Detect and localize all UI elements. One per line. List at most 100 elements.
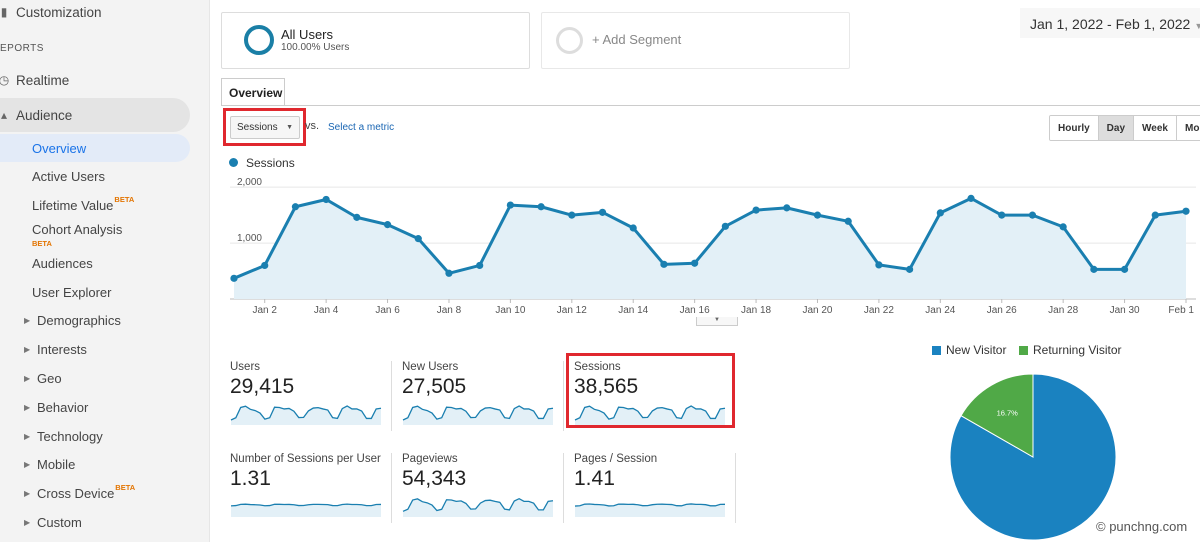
legend-swatch-new	[932, 345, 941, 355]
pie-legend-returning-visitor: Returning Visitor	[1019, 343, 1122, 357]
sidebar-item-technology[interactable]: ▶ Technology	[24, 428, 103, 444]
sidebar-item-active-users[interactable]: Active Users	[32, 168, 105, 184]
scorecard-label: New Users	[402, 361, 459, 373]
scorecard-users[interactable]: Users 29,415	[230, 361, 390, 431]
scorecard-new-users[interactable]: New Users 27,505	[402, 361, 562, 431]
sidebar-item-interests[interactable]: ▶ Interests	[24, 341, 87, 357]
metric-dropdown-value: Sessions	[237, 122, 278, 133]
data-point[interactable]	[1028, 211, 1037, 219]
sparkline	[230, 503, 382, 517]
scorecard-pages-per-session[interactable]: Pages / Session 1.41	[574, 453, 734, 523]
data-point[interactable]	[383, 221, 392, 229]
data-point[interactable]	[691, 259, 699, 267]
add-segment-label: + Add Segment	[592, 32, 682, 47]
segment-title: All Users	[281, 27, 334, 42]
sidebar-item-user-explorer[interactable]: User Explorer	[32, 284, 112, 300]
data-point[interactable]	[721, 222, 729, 230]
data-point[interactable]	[844, 217, 852, 225]
beta-badge: BETA	[115, 482, 136, 492]
data-point[interactable]	[1120, 265, 1129, 273]
x-tick-label: Feb 1	[1168, 305, 1194, 316]
expand-arrow-icon: ▶	[24, 344, 31, 354]
tab-overview[interactable]: Overview	[221, 78, 285, 106]
select-metric-link[interactable]: Select a metric	[328, 122, 395, 133]
sessions-line-chart: 2,000 1,000 Jan 2 Jan 4 Jan 6 Jan 8 Jan 10 Jan …	[230, 177, 1196, 316]
x-tick-label: Jan 14	[618, 305, 648, 316]
scorecard-sessions[interactable]: Sessions 38,565	[574, 361, 734, 431]
data-point[interactable]	[1151, 211, 1159, 219]
date-range-picker[interactable]: Jan 1, 2022 - Feb 1, 2022 ▼	[1020, 8, 1200, 38]
sidebar-item-geo[interactable]: ▶ Geo	[24, 370, 62, 386]
data-point[interactable]	[445, 269, 453, 277]
scorecard-pageviews[interactable]: Pageviews 54,343	[402, 453, 562, 523]
data-point[interactable]	[322, 195, 330, 204]
sidebar-item-mobile[interactable]: ▶ Mobile	[24, 456, 76, 472]
granularity-hourly-button[interactable]: Hourly	[1050, 116, 1099, 140]
sidebar-item-cohort-analysis[interactable]: Cohort Analysis	[32, 221, 123, 237]
data-point[interactable]	[291, 203, 300, 211]
data-point[interactable]	[568, 211, 576, 219]
metric-dropdown[interactable]: Sessions ▼	[230, 116, 300, 139]
sidebar-item-audiences[interactable]: Audiences	[32, 255, 93, 271]
data-point[interactable]	[261, 261, 269, 270]
data-point[interactable]	[783, 204, 791, 212]
x-tick-label: Jan 20	[802, 305, 832, 316]
data-point[interactable]	[998, 211, 1006, 219]
granularity-month-button[interactable]: Month	[1176, 116, 1200, 140]
x-tick-label: Jan 10	[495, 305, 525, 316]
data-point[interactable]	[1090, 265, 1098, 273]
clock-icon: ◷	[0, 73, 10, 87]
scorecard-label: Number of Sessions per User	[230, 453, 381, 465]
data-point[interactable]	[629, 224, 637, 232]
data-point[interactable]	[598, 208, 607, 216]
sidebar-item-lifetime-value[interactable]: Lifetime Value BETA	[32, 194, 135, 213]
sidebar: ▮ Customization EPORTS ◷ Realtime ▴ Audi…	[0, 0, 210, 542]
sidebar-item-realtime[interactable]: ◷ Realtime	[0, 66, 190, 94]
segment-all-users[interactable]: All Users 100.00% Users	[221, 12, 530, 69]
x-tick-label: Jan 26	[987, 305, 1017, 316]
date-range-label: Jan 1, 2022 - Feb 1, 2022	[1030, 16, 1191, 32]
sessions-legend-label: Sessions	[246, 156, 295, 170]
granularity-week-button[interactable]: Week	[1134, 116, 1177, 140]
data-point[interactable]	[1059, 223, 1067, 231]
sidebar-item-demographics[interactable]: ▶ Demographics	[24, 312, 121, 328]
sparkline-area	[575, 406, 725, 425]
sidebar-item-overview[interactable]: Overview	[0, 134, 190, 162]
sidebar-item-cross-device[interactable]: ▶ Cross Device BETA	[24, 482, 136, 501]
data-point[interactable]	[537, 203, 545, 211]
pie-legend-new-visitor: New Visitor	[932, 343, 1006, 357]
data-point[interactable]	[752, 206, 760, 214]
data-point[interactable]	[813, 211, 822, 219]
data-point[interactable]	[230, 274, 238, 282]
granularity-day-button[interactable]: Day	[1098, 116, 1135, 140]
data-point[interactable]	[1182, 207, 1190, 215]
chart-resize-handle[interactable]: ▼	[696, 317, 738, 326]
chevron-down-icon: ▼	[286, 124, 293, 131]
card-divider	[391, 453, 392, 523]
x-tick-label: Jan 30	[1110, 305, 1140, 316]
data-point[interactable]	[875, 261, 883, 269]
expand-arrow-icon: ▶	[24, 517, 31, 527]
data-point[interactable]	[476, 261, 484, 270]
sidebar-item-customization[interactable]: ▮ Customization	[0, 0, 190, 26]
sparkline-line	[574, 405, 726, 421]
expand-arrow-icon: ▶	[24, 402, 31, 412]
data-point[interactable]	[906, 265, 914, 273]
data-point[interactable]	[506, 201, 514, 209]
sidebar-item-behavior[interactable]: ▶ Behavior	[24, 399, 89, 415]
data-point[interactable]	[936, 209, 944, 217]
sparkline-area	[575, 503, 725, 517]
sidebar-item-audience[interactable]: ▴ Audience	[0, 98, 190, 132]
pie-slice-returning-visitor[interactable]	[960, 373, 1034, 458]
card-divider	[563, 453, 564, 523]
data-point[interactable]	[414, 235, 422, 243]
sidebar-item-custom[interactable]: ▶ Custom	[24, 514, 82, 530]
pie-slice-label: 83.3%	[1085, 530, 1107, 539]
data-point[interactable]	[967, 194, 975, 202]
add-segment-button[interactable]: + Add Segment	[541, 12, 850, 69]
data-point[interactable]	[660, 260, 668, 268]
sparkline	[574, 503, 726, 517]
data-point[interactable]	[353, 213, 361, 221]
scorecard-sessions-per-user[interactable]: Number of Sessions per User 1.31	[230, 453, 390, 523]
scorecard-label: Pages / Session	[574, 453, 658, 465]
